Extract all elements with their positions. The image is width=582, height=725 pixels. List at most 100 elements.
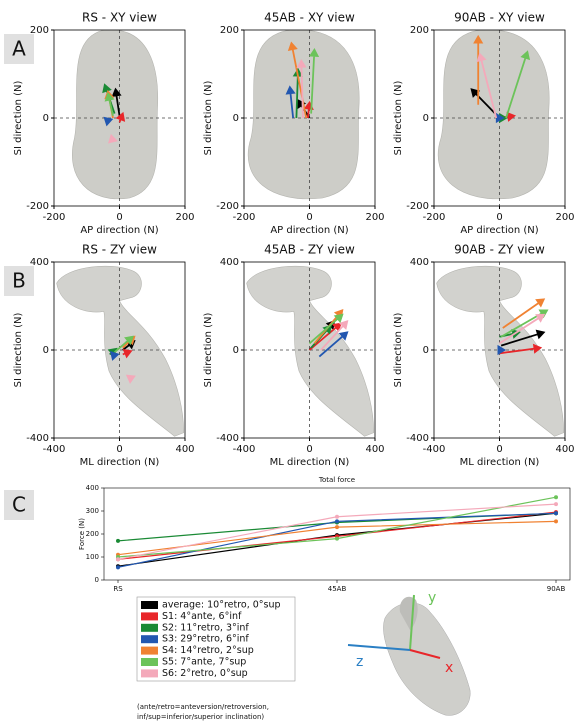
axis-label: x: [445, 660, 453, 676]
y-tick-label: 400: [410, 257, 429, 268]
data-point: [554, 511, 558, 515]
y-tick-label: -400: [406, 433, 429, 444]
legend-swatch: [141, 669, 158, 677]
y-tick-label: 400: [220, 257, 239, 268]
plot-area: [244, 30, 375, 206]
legend-swatch: [141, 635, 158, 643]
y-tick-label: 200: [30, 25, 49, 36]
x-tick-label: -400: [233, 444, 256, 455]
x-tick-label: -200: [423, 212, 446, 223]
figure: A B C (ante/retro=anteversion/retroversi…: [0, 0, 582, 725]
data-point: [554, 519, 558, 523]
plot-area: [434, 262, 565, 438]
y-tick-label: 0: [423, 345, 429, 356]
y-tick-label: 200: [410, 25, 429, 36]
y-tick-label: 0: [233, 113, 239, 124]
x-tick-label: 400: [555, 444, 574, 455]
x-axis-label: AP direction (N): [80, 225, 158, 236]
data-point: [335, 537, 339, 541]
y-tick-label: 0: [43, 345, 49, 356]
y-tick-label: 300: [86, 507, 99, 515]
y-axis-label: SI direction (N): [393, 313, 404, 388]
x-axis-label: ML direction (N): [460, 457, 540, 468]
y-axis-label: SI direction (N): [13, 81, 24, 156]
y-axis-label: SI direction (N): [203, 81, 214, 156]
x-tick-label: -400: [43, 444, 66, 455]
x-tick-label: 0: [116, 444, 122, 455]
footnote: (ante/retro=anteversion/retroversion,: [137, 703, 269, 711]
data-point: [335, 525, 339, 529]
data-point: [335, 519, 339, 523]
plot-area: [244, 262, 375, 438]
y-tick-label: 0: [233, 345, 239, 356]
panel-label: B: [12, 269, 26, 293]
legend-swatch: [141, 647, 158, 655]
x-tick-label: 0: [496, 212, 502, 223]
y-tick-label: 200: [220, 25, 239, 36]
panel-title: 45AB - ZY view: [264, 243, 355, 257]
y-tick-label: 200: [86, 530, 99, 538]
y-tick-label: -200: [26, 201, 49, 212]
chart-title: Total force: [318, 476, 355, 484]
data-point: [335, 515, 339, 519]
legend-swatch: [141, 658, 158, 666]
glenoid-shape: [438, 30, 549, 199]
x-tick-label: 0: [496, 444, 502, 455]
scapula-icon: [383, 603, 470, 716]
y-axis-label: SI direction (N): [13, 313, 24, 388]
x-axis-label: ML direction (N): [270, 457, 350, 468]
panel-title: 90AB - XY view: [454, 11, 545, 25]
x-tick-label: -200: [233, 212, 256, 223]
x-tick-label: RS: [113, 585, 123, 593]
legend-label: S5: 7°ante, 7°sup: [162, 657, 246, 668]
y-tick-label: -200: [216, 201, 239, 212]
x-axis-label: ML direction (N): [80, 457, 160, 468]
x-tick-label: 0: [306, 212, 312, 223]
y-tick-label: -400: [26, 433, 49, 444]
legend-label: S4: 14°retro, 2°sup: [162, 645, 254, 656]
y-tick-label: 0: [43, 113, 49, 124]
plot-area: [434, 30, 565, 206]
scapula-shape: [57, 266, 184, 436]
scapula-shape: [247, 266, 374, 436]
panel-title: RS - ZY view: [82, 243, 157, 257]
x-tick-label: 0: [306, 444, 312, 455]
y-axis-label: SI direction (N): [203, 313, 214, 388]
data-point: [554, 502, 558, 506]
y-axis-label: SI direction (N): [393, 81, 404, 156]
x-tick-label: 200: [175, 212, 194, 223]
data-point: [554, 495, 558, 499]
footnote: inf/sup=inferior/superior inclination): [137, 713, 264, 721]
plot-area: [54, 262, 185, 438]
x-tick-label: 400: [365, 444, 384, 455]
y-tick-label: 0: [423, 113, 429, 124]
y-tick-label: 0: [95, 576, 99, 584]
glenoid-shape: [72, 30, 157, 199]
x-tick-label: -200: [43, 212, 66, 223]
panel-label: A: [12, 37, 26, 61]
legend-label: S6: 2°retro, 0°sup: [162, 668, 248, 679]
panel-title: 90AB - ZY view: [454, 243, 545, 257]
legend-swatch: [141, 612, 158, 620]
axis-label: z: [356, 654, 363, 670]
y-tick-label: -400: [216, 433, 239, 444]
legend-label: average: 10°retro, 0°sup: [162, 600, 281, 611]
legend-label: S2: 11°retro, 3°inf: [162, 622, 249, 633]
x-tick-label: -400: [423, 444, 446, 455]
panel-title: 45AB - XY view: [264, 11, 355, 25]
y-tick-label: 100: [86, 553, 99, 561]
y-tick-label: -200: [406, 201, 429, 212]
data-point: [116, 565, 120, 569]
x-axis-label: AP direction (N): [460, 225, 538, 236]
x-tick-label: 45AB: [328, 585, 347, 593]
axis-label: y: [428, 590, 436, 606]
data-point: [116, 539, 120, 543]
x-tick-label: 200: [365, 212, 384, 223]
legend-label: S3: 29°retro, 6°inf: [162, 634, 249, 645]
y-tick-label: 400: [30, 257, 49, 268]
panel-label: C: [12, 493, 26, 517]
x-tick-label: 200: [555, 212, 574, 223]
panel-title: RS - XY view: [82, 11, 157, 25]
x-tick-label: 90AB: [547, 585, 566, 593]
legend-swatch: [141, 601, 158, 609]
